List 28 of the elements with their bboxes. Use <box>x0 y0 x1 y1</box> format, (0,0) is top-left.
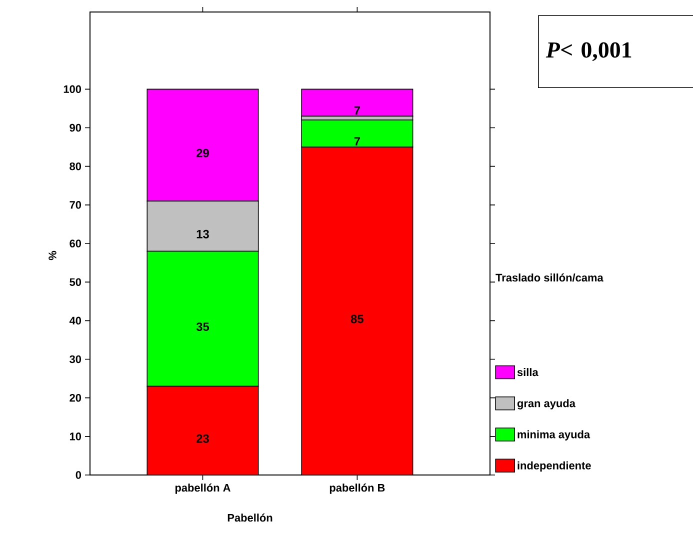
data-label: 13 <box>196 230 209 238</box>
y-tick-label: 100 <box>64 85 82 94</box>
legend-label: silla <box>517 368 538 376</box>
data-label: 85 <box>350 314 364 324</box>
data-label: 7 <box>354 137 360 146</box>
data-label: 23 <box>196 434 209 443</box>
y-tick-label: 40 <box>69 316 82 325</box>
y-tick-label: 10 <box>70 432 82 440</box>
y-tick-label: 60 <box>70 240 82 248</box>
data-label: 35 <box>196 322 210 331</box>
y-axis-title: % <box>48 250 56 260</box>
x-tick-label: pabellón B <box>330 484 385 494</box>
y-tick-label: 70 <box>70 201 82 209</box>
legend-label: independiente <box>518 461 591 472</box>
legend-label: gran ayuda <box>517 399 576 410</box>
data-label: 7 <box>354 106 360 115</box>
data-label: 29 <box>196 148 209 158</box>
y-tick-label: 0 <box>76 471 82 479</box>
x-axis-title: Pabellón <box>228 514 272 522</box>
legend-title: Traslado sillón/cama <box>496 273 604 282</box>
legend-label: minima ayuda <box>518 430 590 440</box>
y-tick-label: 90 <box>70 124 82 132</box>
y-tick-label: 30 <box>70 355 82 364</box>
y-tick-label: 50 <box>70 278 82 286</box>
x-tick-label: pabellón A <box>175 484 230 494</box>
text: P< 0,001 <box>546 42 632 62</box>
y-tick-label: 20 <box>70 394 82 402</box>
y-tick-label: 80 <box>70 162 82 170</box>
